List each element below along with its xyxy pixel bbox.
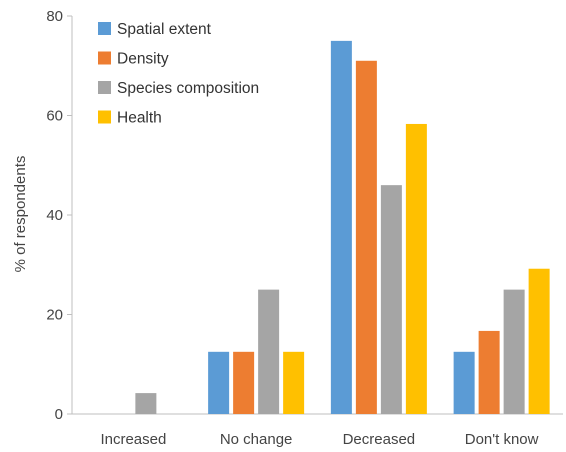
y-tick-label: 0 <box>55 406 63 423</box>
bars <box>135 40 550 415</box>
legend-swatch <box>98 81 111 94</box>
bar-health-no-change <box>283 351 305 414</box>
bar-health-decreased <box>405 123 427 415</box>
bar-spatial-extent-no-change <box>208 351 230 414</box>
x-tick-label: No change <box>220 431 293 448</box>
legend-swatch <box>98 110 111 124</box>
x-tick-label: Don't know <box>465 431 539 448</box>
y-tick-label: 80 <box>46 8 63 25</box>
bar-spatial-extent-decreased <box>330 40 352 414</box>
legend-label: Density <box>117 51 169 68</box>
x-tick-label: Increased <box>100 431 166 448</box>
y-axis: 0 20 40 60 80 <box>46 8 73 423</box>
legend-label: Species composition <box>117 80 259 97</box>
bar-species-composition-increased <box>135 393 157 414</box>
legend-label: Spatial extent <box>117 21 212 38</box>
y-axis-title: % of respondents <box>12 156 29 273</box>
legend-label: Health <box>117 110 162 127</box>
bar-health-don-t-know <box>528 268 550 414</box>
x-axis: Increased No change Decreased Don't know <box>72 413 563 448</box>
legend-swatch <box>98 51 111 65</box>
y-tick-label: 40 <box>46 207 63 224</box>
bar-density-no-change <box>233 351 255 414</box>
bar-species-composition-no-change <box>258 289 280 414</box>
y-tick-label: 20 <box>46 307 63 324</box>
bar-spatial-extent-don-t-know <box>453 351 475 414</box>
bar-species-composition-don-t-know <box>503 289 525 414</box>
bar-density-decreased <box>355 60 377 415</box>
y-tick-label: 60 <box>46 108 63 125</box>
x-tick-label: Decreased <box>343 431 416 448</box>
legend-swatch <box>98 22 111 35</box>
legend: Spatial extent Density Species composition… <box>98 21 259 127</box>
bar-density-don-t-know <box>478 330 500 414</box>
bar-species-composition-decreased <box>380 185 402 414</box>
